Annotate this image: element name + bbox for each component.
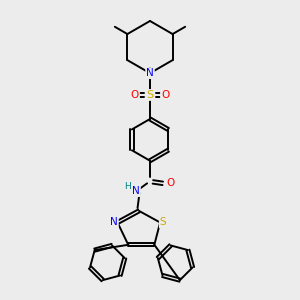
Text: N: N <box>146 68 154 78</box>
Text: S: S <box>146 90 154 100</box>
Text: O: O <box>131 90 139 100</box>
Text: N: N <box>110 218 118 227</box>
Text: O: O <box>167 178 175 188</box>
Text: O: O <box>161 90 169 100</box>
Text: N: N <box>132 186 140 196</box>
Text: S: S <box>160 218 167 227</box>
Text: H: H <box>124 182 131 191</box>
